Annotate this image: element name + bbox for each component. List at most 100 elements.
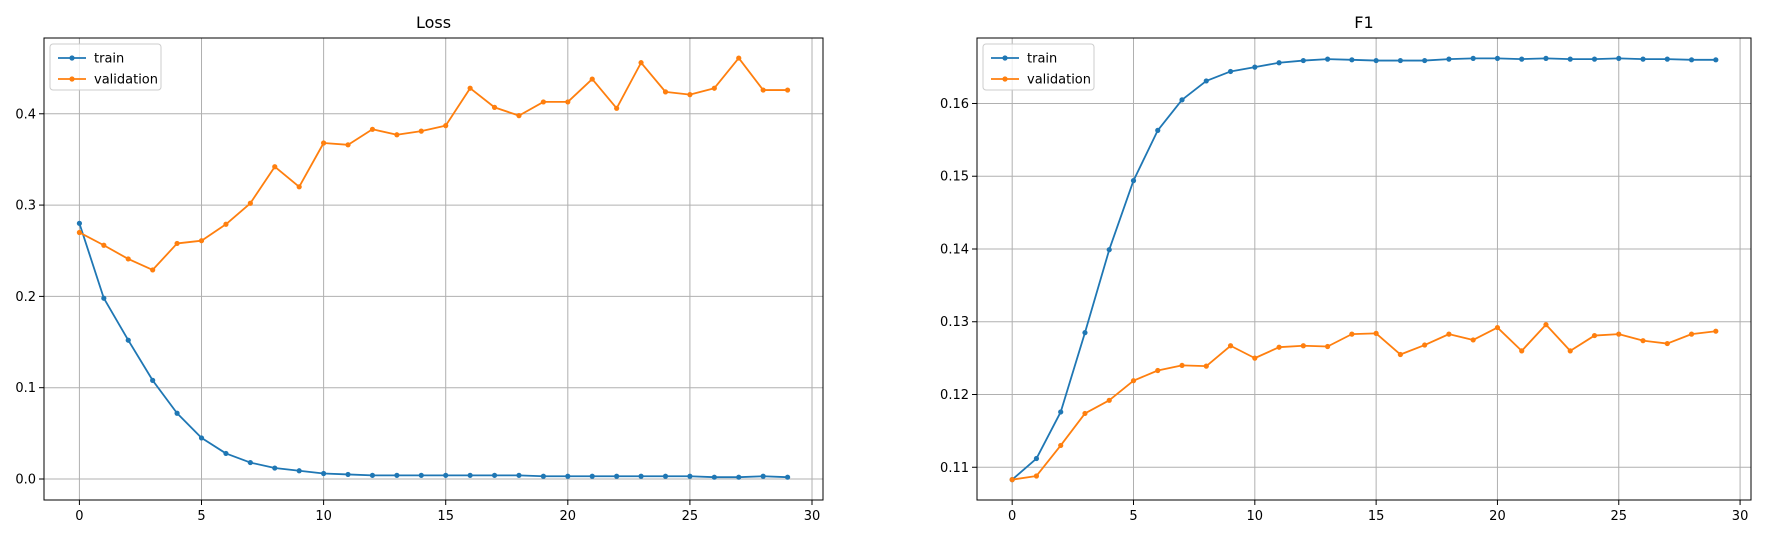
loss-validation-series-point <box>614 105 620 111</box>
loss-train-series-point <box>638 473 644 479</box>
f1-train-series-point <box>1713 57 1719 63</box>
loss-x-tick-label: 25 <box>682 509 699 524</box>
loss-chart: 0 5 10 15 20 25 30 0.0 0.1 0.2 0.3 0.4 Loss train vali… <box>15 13 824 524</box>
f1-train-series-point <box>1300 57 1306 64</box>
loss-validation-series-point <box>540 99 546 105</box>
f1-axes-frame <box>976 37 1752 501</box>
loss-legend-train-marker <box>69 55 75 61</box>
f1-validation-series-point <box>1033 473 1040 479</box>
loss-validation-series-point <box>565 99 571 105</box>
f1-validation-series-point <box>1446 331 1452 337</box>
loss-train-series-point <box>540 473 546 479</box>
loss-train-series-point <box>467 472 473 478</box>
f1-validation-series-point <box>1130 378 1137 384</box>
loss-validation-series-point <box>125 256 131 262</box>
loss-x-tick-label: 30 <box>804 509 821 524</box>
loss-validation-series-point <box>687 92 693 98</box>
loss-validation-series-point <box>443 123 449 129</box>
f1-validation-series-point <box>1082 410 1088 417</box>
loss-y-tick-label: 0.3 <box>15 199 36 214</box>
loss-x-tick-label: 0 <box>75 509 83 524</box>
f1-legend-train-label: train <box>1027 52 1057 67</box>
f1-train-series-point <box>1519 56 1525 62</box>
f1-train-series-point <box>1664 56 1670 62</box>
f1-validation-series-point <box>1349 331 1355 337</box>
f1-train-series-point <box>1640 56 1646 62</box>
loss-validation-series-point <box>272 164 278 170</box>
f1-train-series-point <box>1373 57 1379 64</box>
loss-validation-series-point <box>247 200 253 206</box>
loss-validation-series-point <box>223 221 229 227</box>
f1-validation-series-point <box>1276 344 1282 350</box>
f1-y-tick-label: 0.16 <box>940 97 969 112</box>
f1-train-series-point <box>1688 57 1695 63</box>
f1-x-tick-label: 25 <box>1610 509 1627 524</box>
loss-train-series-point <box>296 468 302 474</box>
loss-legend-train-label: train <box>94 52 124 67</box>
loss-validation-series-point <box>174 240 180 247</box>
loss-train-series-point <box>662 473 669 479</box>
loss-train-series-point <box>418 472 424 478</box>
f1-grid <box>977 38 1751 500</box>
loss-x-tick-label: 20 <box>560 509 577 524</box>
loss-train-series-point <box>272 465 278 471</box>
loss-validation-series-point <box>321 140 327 146</box>
f1-validation-series-point <box>1616 331 1622 337</box>
loss-train-series-point <box>589 473 595 479</box>
loss-legend: train validation <box>49 43 162 91</box>
f1-validation-series-point <box>1640 338 1646 344</box>
loss-train-series-point <box>369 472 376 478</box>
loss-validation-series-point <box>736 55 742 61</box>
loss-validation-series-point <box>491 104 498 110</box>
f1-chart-title: F1 <box>1354 13 1373 32</box>
loss-train-series-line <box>78 223 788 479</box>
f1-y-tick-label: 0.15 <box>940 170 969 185</box>
loss-validation-series-point <box>345 142 351 148</box>
loss-validation-series-point <box>638 60 644 66</box>
loss-validation-series-point <box>516 113 522 119</box>
f1-train-series-point <box>1470 55 1476 61</box>
loss-validation-series-point <box>418 128 424 134</box>
f1-train-series-point <box>1058 409 1064 415</box>
f1-legend-validation-label: validation <box>1027 73 1091 88</box>
loss-validation-series-point <box>760 87 766 93</box>
f1-validation-series-point <box>1494 324 1501 331</box>
f1-validation-series-point <box>1155 367 1161 374</box>
f1-legend-train-marker <box>1002 55 1008 61</box>
loss-train-series-point <box>760 473 766 479</box>
f1-validation-series-point <box>1664 340 1670 347</box>
loss-y-tick-label: 0.1 <box>15 381 36 396</box>
loss-train-series-point <box>614 473 620 479</box>
f1-train-series-point <box>1106 247 1112 253</box>
f1-validation-series-point <box>1373 330 1379 336</box>
loss-validation-series-point <box>711 85 717 91</box>
loss-train-series-point <box>223 450 229 457</box>
f1-y-tick-label: 0.11 <box>940 461 969 476</box>
f1-train-series-point <box>1349 57 1355 63</box>
f1-train-series-point <box>1252 64 1258 70</box>
f1-train-series-point <box>1033 455 1040 462</box>
f1-validation-series-point <box>1422 342 1428 348</box>
f1-validation-series-point <box>1543 322 1549 328</box>
f1-validation-series-point <box>1058 442 1064 449</box>
loss-validation-series-point <box>467 85 473 91</box>
f1-x-tick-label: 20 <box>1489 509 1506 524</box>
f1-x-tick-label: 30 <box>1732 509 1749 524</box>
loss-train-series-point <box>150 377 156 383</box>
loss-axes-frame <box>43 37 824 501</box>
loss-legend-validation-marker <box>69 76 75 82</box>
f1-train-series-point <box>1591 56 1598 62</box>
loss-train-series-point <box>247 459 253 466</box>
loss-train-series-point <box>784 474 791 480</box>
f1-chart: 0 5 10 15 20 25 30 0.11 0.12 0.13 0.14 0.15 0.16 F1 tr… <box>940 13 1752 524</box>
loss-x-tick-label: 10 <box>315 509 332 524</box>
f1-validation-series-point <box>1519 348 1525 354</box>
f1-train-series-point <box>1155 127 1161 133</box>
loss-validation-series-point <box>662 89 669 95</box>
loss-train-series-point <box>76 220 83 226</box>
loss-y-tick-label: 0.2 <box>15 290 36 305</box>
loss-grid <box>44 38 823 500</box>
f1-train-series-point <box>1616 55 1622 61</box>
loss-train-series-point <box>125 337 131 343</box>
f1-train-series-point <box>1227 68 1234 75</box>
